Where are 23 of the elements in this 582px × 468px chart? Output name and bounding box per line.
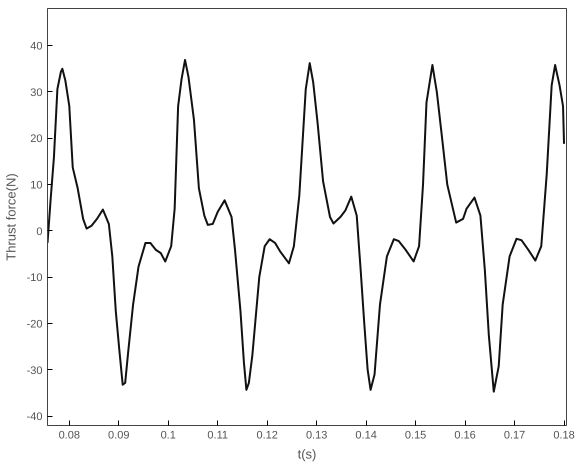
x-tick-label: 0.1 <box>160 430 176 442</box>
y-tick-label: 0 <box>36 226 43 238</box>
y-tick-label: -20 <box>26 318 43 331</box>
y-tick-label: 30 <box>30 86 43 99</box>
x-tick-label: 0.18 <box>553 430 575 442</box>
x-axis-title: t(s) <box>298 446 316 462</box>
line-series <box>48 58 566 393</box>
x-tick-label: 0.09 <box>108 430 130 442</box>
y-tick-label: 20 <box>30 133 43 146</box>
y-tick-label: -30 <box>26 364 43 377</box>
x-tick-label: 0.14 <box>355 430 377 442</box>
x-tick-label: 0.17 <box>504 430 526 442</box>
y-tick-label: 40 <box>30 40 43 53</box>
x-tick-label: 0.13 <box>306 430 328 442</box>
y-axis-title: Thrust force(N) <box>4 173 19 261</box>
x-tick-label: 0.11 <box>207 430 228 442</box>
y-tick-label: 10 <box>30 180 43 192</box>
x-tick-label: 0.08 <box>58 430 80 442</box>
x-tick-label: 0.12 <box>256 430 278 442</box>
y-tick-label: -10 <box>26 272 43 284</box>
y-tick-label: -40 <box>26 411 43 424</box>
x-tick-label: 0.16 <box>454 430 476 442</box>
x-tick-label: 0.15 <box>404 430 426 442</box>
